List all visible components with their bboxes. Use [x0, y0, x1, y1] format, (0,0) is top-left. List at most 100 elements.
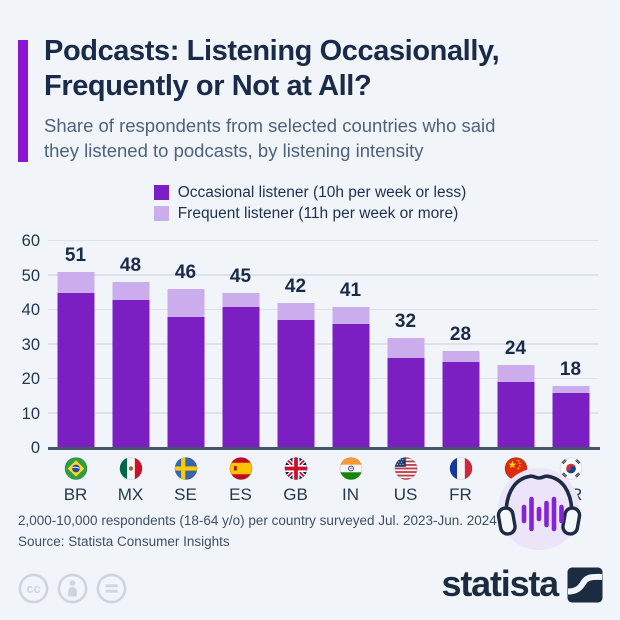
bar-segment-occasional — [222, 306, 259, 448]
flag-se-icon — [174, 457, 197, 480]
statista-logo[interactable]: statista — [442, 565, 603, 603]
flag-kr-icon — [559, 457, 582, 480]
title-accent-bar — [18, 40, 28, 162]
source-credit: Source: Statista Consumer Insights — [18, 534, 230, 549]
subtitle-line-1: Share of respondents from selected count… — [44, 115, 496, 136]
y-tick-40: 40 — [21, 301, 40, 319]
flag-fr-icon — [449, 457, 472, 480]
subtitle-line-2: they listened to podcasts, by listening … — [44, 140, 424, 161]
bar-segment-frequent — [277, 303, 314, 321]
chart-legend: Occasional listener (10h per week or les… — [0, 182, 620, 226]
legend-label-frequent: Frequent listener (11h per week or more) — [177, 205, 459, 222]
bar-stack-us — [387, 337, 424, 448]
bar-stack-kr — [552, 385, 589, 448]
bar-value-label: 28 — [449, 324, 472, 346]
statista-logo-text: statista — [441, 563, 560, 604]
bar-stack-se — [167, 289, 204, 448]
cc-attribution-icon[interactable] — [56, 572, 89, 605]
gridline-40 — [48, 308, 598, 310]
bar-stack-es — [222, 292, 259, 448]
legend-swatch-frequent — [153, 206, 169, 221]
cc-nd-icon[interactable] — [95, 572, 128, 605]
bar-value-label: 24 — [504, 338, 527, 360]
bar-segment-frequent — [332, 306, 369, 324]
legend-label-occasional: Occasional listener (10h per week or les… — [177, 184, 467, 201]
headphones-soundwave-icon — [493, 461, 585, 558]
bar-segment-occasional — [332, 323, 369, 448]
flag-gb-icon — [284, 457, 307, 480]
bar-segment-occasional — [442, 361, 479, 448]
country-label-mx: MX — [117, 485, 144, 504]
bar-column-fr: 28 FR — [433, 232, 488, 505]
flag-us-icon — [394, 457, 417, 480]
country-label-br: BR — [63, 485, 88, 504]
bar-segment-occasional — [112, 299, 149, 448]
bar-segment-frequent — [497, 365, 534, 383]
bar-value-label: 41 — [339, 279, 362, 301]
flag-br-icon — [64, 457, 87, 480]
bar-segment-occasional — [387, 358, 424, 448]
bar-stack-cn — [497, 365, 534, 448]
bar-segment-frequent — [112, 282, 149, 300]
bar-stack-in — [332, 306, 369, 448]
bar-segment-frequent — [222, 292, 259, 307]
bar-segment-frequent — [167, 289, 204, 317]
country-label-in: IN — [342, 485, 359, 504]
x-axis-line — [48, 446, 600, 450]
y-tick-60: 60 — [21, 232, 40, 250]
legend-item-frequent: Frequent listener (11h per week or more) — [153, 203, 467, 224]
bar-value-label: 42 — [284, 276, 307, 298]
svg-text:cc: cc — [27, 582, 41, 596]
bar-segment-occasional — [167, 316, 204, 448]
flag-es-icon — [229, 457, 252, 480]
cc-license-icon[interactable]: cc — [17, 572, 50, 605]
bar-value-label: 48 — [119, 255, 142, 277]
bar-stack-br — [57, 272, 94, 448]
bar-stack-mx — [112, 282, 149, 448]
bar-column-in: 41 IN — [323, 232, 378, 505]
bar-segment-occasional — [57, 292, 94, 448]
country-label-se: SE — [174, 485, 197, 504]
y-tick-30: 30 — [21, 335, 40, 354]
bar-value-label: 46 — [174, 262, 197, 284]
page-title: Podcasts: Listening Occasionally, Freque… — [44, 34, 610, 104]
bar-segment-occasional — [497, 382, 534, 448]
cc-license-badges[interactable]: cc — [17, 572, 128, 605]
bar-segment-frequent — [387, 337, 424, 359]
country-label-us: US — [393, 485, 418, 504]
country-label-fr: FR — [449, 485, 472, 504]
bar-value-label: 45 — [229, 265, 252, 287]
gridline-30 — [48, 343, 598, 345]
bar-value-label: 32 — [394, 310, 417, 332]
bar-stack-gb — [277, 303, 314, 448]
bar-segment-frequent — [57, 272, 94, 293]
gridline-60 — [48, 239, 598, 241]
bar-column-us: 32 US — [378, 232, 433, 505]
country-label-gb: GB — [283, 485, 308, 504]
bar-column-es: 45 ES — [213, 232, 268, 505]
bar-column-gb: 42 GB — [268, 232, 323, 505]
title-line-2: Frequently or Not at All? — [44, 70, 372, 102]
bar-value-label: 51 — [64, 245, 87, 267]
flag-in-icon — [339, 457, 362, 480]
page-subtitle: Share of respondents from selected count… — [44, 113, 604, 163]
bar-segment-frequent — [552, 385, 589, 393]
bar-value-label: 18 — [559, 358, 582, 380]
flag-mx-icon — [119, 457, 142, 480]
bar-column-br: 51 BR — [48, 232, 103, 505]
bar-segment-occasional — [277, 320, 314, 448]
statista-logo-mark — [567, 567, 603, 603]
legend-swatch-occasional — [153, 185, 169, 200]
y-tick-10: 10 — [21, 404, 40, 423]
bar-stack-fr — [442, 351, 479, 448]
country-label-es: ES — [229, 485, 252, 504]
title-line-1: Podcasts: Listening Occasionally, — [44, 35, 500, 67]
survey-note: 2,000-10,000 respondents (18-64 y/o) per… — [18, 513, 497, 528]
bar-chart: 0 10 20 30 40 50 60 51 BR 48 MX 46 SE 45 ES 42 GB 41 IN 32 U… — [0, 232, 620, 550]
bar-segment-occasional — [552, 392, 589, 448]
bar-column-mx: 48 MX — [103, 232, 158, 505]
gridline-50 — [48, 274, 598, 276]
legend-item-occasional: Occasional listener (10h per week or les… — [153, 182, 467, 203]
gridline-20 — [48, 377, 598, 379]
